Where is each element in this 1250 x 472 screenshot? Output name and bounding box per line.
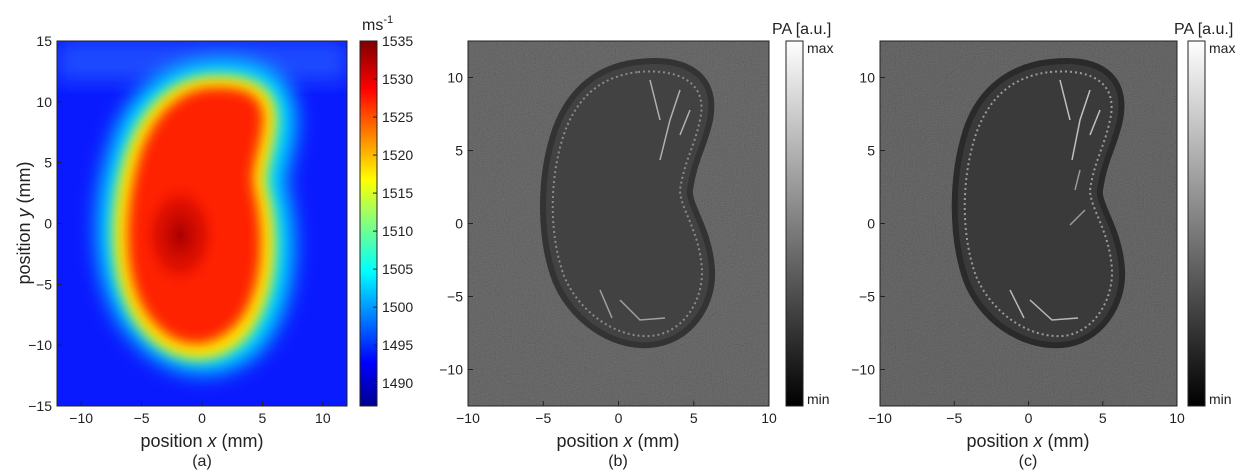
x-tick-label: −10 bbox=[868, 410, 892, 426]
panel-c: −10 −5 0 5 10 10 5 0 −5 −10 position x (mm) (c) P… bbox=[851, 21, 1235, 470]
caption-a: (a) bbox=[192, 453, 212, 470]
colorbar-unit-sup: -1 bbox=[383, 14, 393, 26]
x-tick-label: −10 bbox=[456, 410, 480, 426]
x-tick-label: 5 bbox=[690, 410, 698, 426]
vessel-mid-c bbox=[1069, 169, 1086, 226]
y-tick-label: 10 bbox=[447, 70, 463, 86]
colorbar-max-c: max bbox=[1209, 40, 1235, 56]
pa-image-b bbox=[468, 41, 769, 406]
x-tick-label: −5 bbox=[946, 410, 962, 426]
colorbar-title-c: PA [a.u.] bbox=[1174, 21, 1233, 38]
x-tick-label: 10 bbox=[315, 410, 331, 426]
x-tick-label: 5 bbox=[1099, 410, 1107, 426]
axes-a: −10 −5 0 5 10 15 10 5 0 −5 −10 −15 bbox=[28, 33, 331, 426]
y-tick-label: 5 bbox=[867, 143, 875, 159]
x-tick-label: 10 bbox=[761, 410, 777, 426]
x-tick-label: 0 bbox=[198, 410, 206, 426]
x-axis-label-a: position x (mm) bbox=[140, 431, 263, 451]
x-tick-label: 10 bbox=[1169, 410, 1185, 426]
y-tick-label: −15 bbox=[28, 398, 52, 414]
kidney-outline-c bbox=[951, 58, 1126, 349]
vessel-upper-c bbox=[1059, 79, 1101, 161]
x-tick-label: 5 bbox=[259, 410, 267, 426]
vessel-lower-b bbox=[599, 289, 666, 321]
y-axis-label-a: position y (mm) bbox=[14, 161, 34, 284]
panel-b: −10 −5 0 5 10 10 5 0 −5 −10 position x (mm) (b) P… bbox=[439, 21, 833, 470]
vessel-upper-b bbox=[649, 79, 691, 161]
y-tick-label: −5 bbox=[447, 289, 463, 305]
x-axis-label-c: position x (mm) bbox=[966, 431, 1089, 451]
x-tick-label: −10 bbox=[69, 410, 93, 426]
colorbar-tick-label: 1510 bbox=[382, 223, 413, 239]
x-tick-label: −5 bbox=[535, 410, 551, 426]
colorbar-min-c: min bbox=[1209, 391, 1232, 407]
heatmap-core bbox=[140, 180, 220, 290]
y-tick-label: 5 bbox=[44, 155, 52, 171]
colorbar-tick-label: 1505 bbox=[382, 261, 413, 277]
y-tick-label: 10 bbox=[859, 70, 875, 86]
axes-b: −10 −5 0 5 10 10 5 0 −5 −10 bbox=[439, 70, 777, 427]
y-tick-label: −10 bbox=[28, 337, 52, 353]
y-tick-label: 5 bbox=[455, 143, 463, 159]
colorbar-tick-label: 1495 bbox=[382, 337, 413, 353]
x-tick-label: −5 bbox=[134, 410, 150, 426]
x-axis-label-b: position x (mm) bbox=[556, 431, 679, 451]
colorbar-min-b: min bbox=[807, 391, 830, 407]
colorbar-b bbox=[785, 40, 804, 407]
y-tick-label: 0 bbox=[44, 216, 52, 232]
x-tick-label: 0 bbox=[1025, 410, 1033, 426]
y-tick-label: −10 bbox=[439, 362, 463, 378]
colorbar-tick-label: 1525 bbox=[382, 109, 413, 125]
colorbar-unit-a: ms-1 bbox=[362, 14, 393, 34]
colorbar-tick-label: 1520 bbox=[382, 147, 413, 163]
colorbar-max-b: max bbox=[807, 40, 833, 56]
y-tick-label: 0 bbox=[455, 216, 463, 232]
vessel-lower-c bbox=[1009, 289, 1079, 321]
colorbar-ticks-a: 1535 1530 1525 1520 1515 1510 1505 1500 1495 1490 bbox=[373, 33, 413, 391]
colorbar-tick-label: 1535 bbox=[382, 33, 413, 49]
kidney-cortex-c bbox=[963, 70, 1114, 338]
x-tick-label: 0 bbox=[615, 410, 623, 426]
colorbar-a bbox=[359, 40, 378, 407]
pa-image-c bbox=[880, 41, 1177, 406]
y-tick-label: −5 bbox=[36, 276, 52, 292]
colorbar-tick-label: 1500 bbox=[382, 299, 413, 315]
kidney-outline-b bbox=[540, 58, 716, 349]
y-tick-label: −10 bbox=[851, 362, 875, 378]
y-tick-label: 15 bbox=[36, 33, 52, 49]
y-tick-label: 0 bbox=[867, 216, 875, 232]
y-tick-label: 10 bbox=[36, 94, 52, 110]
colorbar-tick-label: 1515 bbox=[382, 185, 413, 201]
caption-b: (b) bbox=[608, 453, 628, 470]
axes-c: −10 −5 0 5 10 10 5 0 −5 −10 bbox=[851, 70, 1185, 427]
sound-speed-heatmap bbox=[57, 41, 347, 406]
caption-c: (c) bbox=[1019, 453, 1038, 470]
y-tick-label: −5 bbox=[859, 289, 875, 305]
colorbar-tick-label: 1490 bbox=[382, 375, 413, 391]
colorbar-title-b: PA [a.u.] bbox=[772, 21, 831, 38]
colorbar-unit-base: ms bbox=[362, 17, 383, 34]
colorbar-c bbox=[1187, 40, 1206, 407]
colorbar-tick-label: 1530 bbox=[382, 71, 413, 87]
